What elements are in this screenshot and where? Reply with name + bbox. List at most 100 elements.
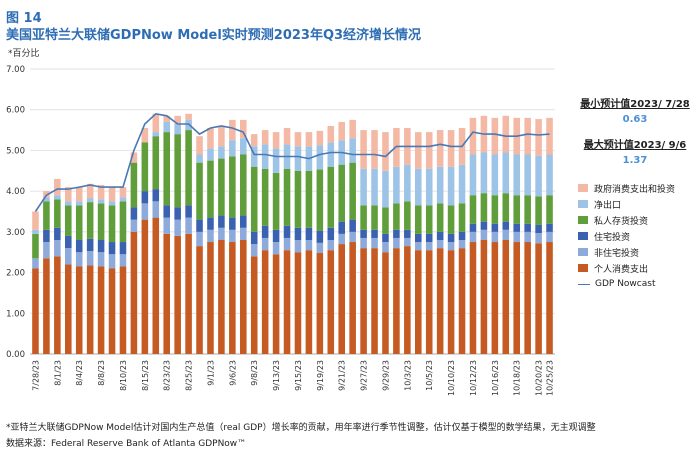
bar-segment-resid	[480, 221, 488, 230]
bar-segment-resid	[513, 223, 520, 232]
footnote: *亚特兰大联储GDPNow Model估计对国内生产总值（real GDP）增长…	[6, 423, 596, 433]
bar-segment-personal	[283, 250, 291, 354]
bar-segment-nonres	[327, 240, 335, 251]
y-tick-label: 3.00	[6, 228, 25, 238]
legend-label-gov: 政府消费支出和投资	[594, 184, 676, 195]
bar-segment-gov	[97, 185, 105, 200]
bar-segment-resid	[294, 227, 302, 240]
bar-segment-nonres	[119, 254, 127, 267]
bar-segment-inventory	[185, 130, 192, 206]
bar-segment-inventory	[86, 202, 94, 239]
source-note: 数据来源：Federal Reserve Bank of Atlanta GDP…	[6, 439, 247, 449]
bar-segment-net-exports	[294, 146, 302, 171]
legend-swatch-gov	[578, 184, 588, 192]
bar-segment-personal	[240, 240, 247, 354]
x-tick-label: 8/15/23	[141, 360, 150, 391]
bar-segment-resid	[185, 205, 192, 218]
bar-segment-inventory	[535, 196, 542, 225]
bar-segment-gov	[174, 115, 181, 124]
bar-segment-resid	[415, 233, 422, 243]
bar-segment-inventory	[229, 156, 236, 218]
bar-segment-resid	[97, 240, 105, 253]
bar-segment-nonres	[261, 237, 269, 251]
bar-segment-nonres	[196, 231, 203, 247]
bar-segment-net-exports	[54, 195, 61, 200]
bar-segment-inventory	[119, 201, 127, 243]
bar-segment-resid	[75, 240, 83, 253]
bar-segment-personal	[491, 242, 499, 354]
bar-segment-gov	[86, 183, 94, 199]
bar-segment-gov	[43, 191, 50, 198]
bar-segment-nonres	[371, 237, 378, 249]
bar-segment-gov	[108, 187, 116, 202]
bar-segment-net-exports	[404, 164, 411, 202]
bar-segment-nonres	[316, 242, 324, 254]
bar-segment-personal	[75, 266, 83, 354]
bar-segment-inventory	[207, 160, 214, 218]
figure-label: 图 14	[6, 11, 42, 26]
bar-segment-inventory	[546, 195, 553, 224]
bar-segment-resid	[382, 233, 389, 243]
bar-segment-inventory	[447, 205, 455, 234]
x-tick-label: 9/15/23	[294, 360, 303, 391]
bar-segment-inventory	[327, 166, 335, 228]
bar-segment-net-exports	[436, 166, 444, 204]
x-tick-label: 9/6/23	[228, 360, 237, 386]
bar-segment-inventory	[316, 169, 324, 231]
bar-segment-net-exports	[250, 146, 258, 167]
bar-segment-resid	[327, 227, 335, 240]
bar-segment-nonres	[305, 240, 313, 251]
bar-segment-personal	[141, 219, 149, 354]
bar-segment-personal	[97, 266, 105, 354]
bar-segment-personal	[425, 250, 433, 354]
legend-label-net-exports: 净出口	[594, 200, 622, 211]
bar-segment-inventory	[43, 201, 50, 230]
bar-segment-personal	[272, 254, 280, 354]
bar-segment-resid	[261, 225, 269, 238]
bar-segment-net-exports	[261, 144, 269, 169]
bar-segment-nonres	[43, 242, 50, 259]
bar-segment-resid	[152, 189, 160, 202]
bar-segment-personal	[108, 268, 116, 354]
bar-segment-personal	[250, 256, 258, 354]
bar-segment-resid	[436, 231, 444, 240]
bar-segment-inventory	[360, 205, 367, 230]
bar-segment-personal	[32, 268, 39, 354]
bar-segment-net-exports	[447, 166, 455, 206]
y-tick-label: 6.00	[6, 106, 25, 116]
bar-segment-gov	[436, 130, 444, 167]
bar-segment-net-exports	[163, 121, 170, 133]
bar-segment-personal	[436, 248, 444, 354]
legend-label-inventory: 私人存货投资	[594, 216, 649, 227]
bar-segment-net-exports	[229, 140, 236, 157]
bar-segment-gov	[305, 132, 313, 147]
bar-segment-nonres	[360, 237, 367, 249]
bar-segment-gov	[502, 115, 510, 153]
bar-segment-nonres	[436, 240, 444, 249]
y-tick-label: 4.00	[6, 187, 25, 197]
bar-segment-resid	[86, 238, 94, 251]
bar-segment-nonres	[524, 231, 531, 243]
bar-segment-nonres	[338, 233, 345, 245]
bar-segment-resid	[108, 242, 116, 255]
bar-segment-inventory	[436, 203, 444, 232]
bar-segment-net-exports	[415, 168, 422, 206]
legend-item-nowcast: GDP Nowcast	[578, 276, 675, 292]
x-tick-label: 10/5/23	[425, 360, 434, 391]
bar-segment-gov	[382, 132, 389, 171]
bar-segment-inventory	[141, 142, 149, 192]
bar-segment-nonres	[404, 237, 411, 247]
x-tick-label: 8/8/23	[97, 360, 106, 386]
x-tick-label: 10/12/23	[469, 360, 478, 396]
bar-segment-inventory	[425, 205, 433, 234]
bar-segment-personal	[502, 240, 510, 354]
max-value: 1.37	[622, 155, 648, 166]
bar-segment-net-exports	[108, 201, 116, 206]
bar-segment-nonres	[75, 252, 83, 267]
bar-segment-resid	[316, 230, 324, 243]
bar-segment-net-exports	[240, 138, 247, 155]
bar-segment-gov	[469, 117, 477, 155]
bar-segment-gov	[491, 117, 499, 155]
bar-segment-resid	[240, 215, 247, 228]
bar-segment-inventory	[65, 205, 72, 236]
